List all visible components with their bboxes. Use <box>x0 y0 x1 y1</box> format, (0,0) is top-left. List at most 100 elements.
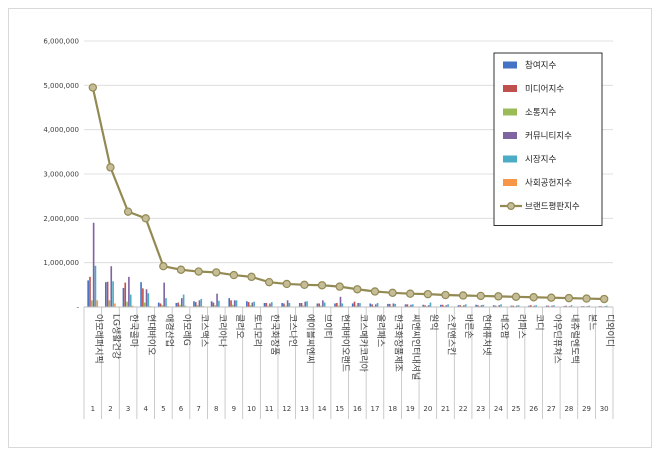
x-index-label: 21 <box>441 405 450 413</box>
brand-index-point-16 <box>353 285 362 294</box>
brand-index-point-25 <box>511 292 521 302</box>
bar-5-25 <box>517 305 520 307</box>
legend-swatch <box>503 61 517 69</box>
bar-4-17 <box>374 304 377 307</box>
x-index-label: 1 <box>91 405 95 413</box>
bar-1-1 <box>87 280 89 307</box>
bar-5-19 <box>412 304 414 307</box>
bar-5-15 <box>341 303 344 307</box>
x-index-label: 11 <box>265 405 274 413</box>
bar-1-16 <box>351 303 354 307</box>
bar-4-24 <box>498 305 501 307</box>
legend-marker <box>507 202 516 211</box>
bar-6-2 <box>114 303 116 307</box>
bar-1-26 <box>528 305 530 307</box>
bar-3-9 <box>232 304 234 307</box>
brand-index-point-7 <box>194 267 203 276</box>
bar-5-29 <box>588 305 590 307</box>
bar-3-7 <box>196 305 199 307</box>
bar-1-18 <box>387 303 389 307</box>
legend-label: 사회공헌지수 <box>525 179 572 189</box>
bar-3-1 <box>90 300 93 307</box>
bar-2-20 <box>424 305 426 307</box>
x-index-label: 29 <box>582 405 591 413</box>
brand-index-point-12 <box>282 279 291 289</box>
bar-2-28 <box>565 305 567 307</box>
bar-2-17 <box>371 304 373 307</box>
bar-1-3 <box>122 287 125 307</box>
x-index-label: 15 <box>335 405 344 413</box>
brand-index-point-10 <box>247 272 256 282</box>
x-index-label: 19 <box>406 405 415 413</box>
bar-5-6 <box>182 294 185 307</box>
brand-index-point-11 <box>264 277 274 287</box>
bar-4-13 <box>304 301 307 307</box>
brand-index-point-9 <box>229 270 239 280</box>
y-tick-label: 6,000,000 <box>43 38 79 46</box>
bar-5-2 <box>112 281 114 307</box>
bar-5-8 <box>218 300 220 307</box>
legend-label: 커뮤니티지수 <box>525 131 572 142</box>
y-axis: 6,000,000 5,000,000 4,000,000 3,000,000 2,00… <box>43 38 79 312</box>
x-category-label: 코스맥스 <box>199 314 210 347</box>
x-category-label: 토니모리 <box>252 314 263 347</box>
bar-5-10 <box>253 301 255 307</box>
bar-3-2 <box>108 300 111 307</box>
bar-2-15 <box>336 303 338 307</box>
bar-3-10 <box>249 305 252 307</box>
x-index-label: 20 <box>423 405 432 413</box>
x-category-label: 네오팜 <box>498 314 509 339</box>
bar-4-14 <box>322 300 324 307</box>
bar-1-24 <box>492 305 495 307</box>
bar-2-27 <box>547 305 550 307</box>
brand-index-point-2 <box>106 163 115 172</box>
bar-2-8 <box>212 302 215 307</box>
x-axis: 아모레퍼시픽 1 LG생활건강 2 한국콜마 3 현대바이오 4 애경산업 5 아모레G 6 코스맥스 7… <box>83 306 616 419</box>
x-category-label: 스킨앤스킨 <box>445 314 456 355</box>
bar-2-14 <box>318 303 321 307</box>
brand-index-point-20 <box>423 289 433 299</box>
x-category-label: 라파스 <box>516 314 527 339</box>
bar-3-6 <box>179 304 181 307</box>
x-category-label: 원익 <box>428 314 440 331</box>
x-category-label: 한국콜마 <box>128 314 139 348</box>
x-category-label: 올리패스 <box>375 314 386 347</box>
bar-2-24 <box>494 305 497 307</box>
bar-5-13 <box>306 301 308 307</box>
bar-1-4 <box>140 282 142 307</box>
bar-4-18 <box>392 303 395 307</box>
brand-index-point-30 <box>599 294 609 304</box>
bar-6-1 <box>96 300 99 307</box>
bar-2-2 <box>106 281 109 307</box>
bar-4-8 <box>216 293 218 307</box>
x-category-label: 코리아나 <box>216 314 227 347</box>
bar-5-26 <box>535 305 538 307</box>
brand-index-point-3 <box>123 207 133 216</box>
bar-1-22 <box>457 305 460 307</box>
bar-1-19 <box>404 304 407 307</box>
x-category-label: 한국화장품제조 <box>393 314 404 372</box>
y-tick-label: 2,000,000 <box>43 215 79 223</box>
bar-2-11 <box>265 303 268 307</box>
bar-3-15 <box>337 305 340 307</box>
bar-4-11 <box>269 303 271 307</box>
bar-2-23 <box>477 305 479 307</box>
bar-3-5 <box>161 305 164 307</box>
bar-4-9 <box>233 300 236 307</box>
bar-1-15 <box>334 303 336 307</box>
bar-5-24 <box>500 304 502 307</box>
x-category-label: 내츄럴엔도텍 <box>569 314 580 364</box>
brand-index-point-27 <box>547 293 556 302</box>
x-index-label: 6 <box>179 405 184 413</box>
bar-2-9 <box>230 300 232 307</box>
brand-index-point-8 <box>212 268 221 277</box>
bar-2-18 <box>388 303 391 307</box>
bar-3-8 <box>214 305 217 307</box>
bar-3-12 <box>284 305 287 307</box>
bar-4-2 <box>110 266 113 307</box>
line-series <box>88 83 609 304</box>
bar-5-16 <box>359 303 361 307</box>
x-category-label: 브이티 <box>322 314 333 339</box>
bar-5-20 <box>429 302 432 307</box>
